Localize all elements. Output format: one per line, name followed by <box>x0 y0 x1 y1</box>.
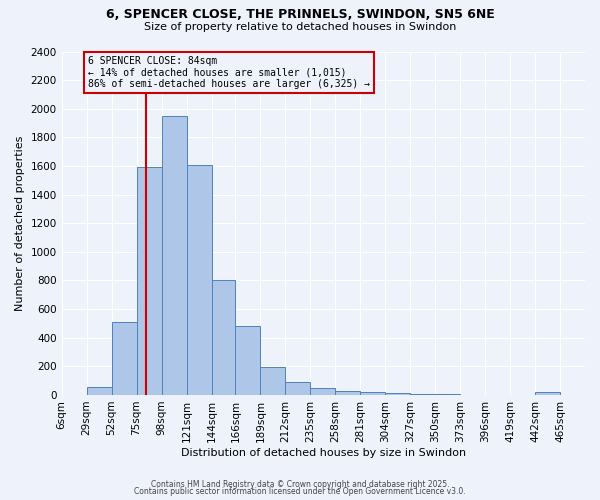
Bar <box>137 168 161 395</box>
Text: Size of property relative to detached houses in Swindon: Size of property relative to detached ho… <box>144 22 456 32</box>
Bar <box>235 326 260 395</box>
Text: 6, SPENCER CLOSE, THE PRINNELS, SWINDON, SN5 6NE: 6, SPENCER CLOSE, THE PRINNELS, SWINDON,… <box>106 8 494 20</box>
Text: 6 SPENCER CLOSE: 84sqm
← 14% of detached houses are smaller (1,015)
86% of semi-: 6 SPENCER CLOSE: 84sqm ← 14% of detached… <box>88 56 370 89</box>
Bar <box>360 392 385 395</box>
Bar <box>535 392 560 395</box>
Bar <box>161 116 187 395</box>
Text: Contains public sector information licensed under the Open Government Licence v3: Contains public sector information licen… <box>134 487 466 496</box>
Bar <box>410 394 435 395</box>
Text: Contains HM Land Registry data © Crown copyright and database right 2025.: Contains HM Land Registry data © Crown c… <box>151 480 449 489</box>
Bar <box>86 387 112 395</box>
Bar <box>310 388 335 395</box>
Bar <box>112 322 137 395</box>
Bar <box>286 382 310 395</box>
Bar <box>385 393 410 395</box>
Bar <box>335 390 360 395</box>
X-axis label: Distribution of detached houses by size in Swindon: Distribution of detached houses by size … <box>181 448 466 458</box>
Bar <box>435 394 460 395</box>
Bar <box>260 367 286 395</box>
Bar <box>212 280 235 395</box>
Bar <box>187 164 212 395</box>
Y-axis label: Number of detached properties: Number of detached properties <box>15 136 25 311</box>
